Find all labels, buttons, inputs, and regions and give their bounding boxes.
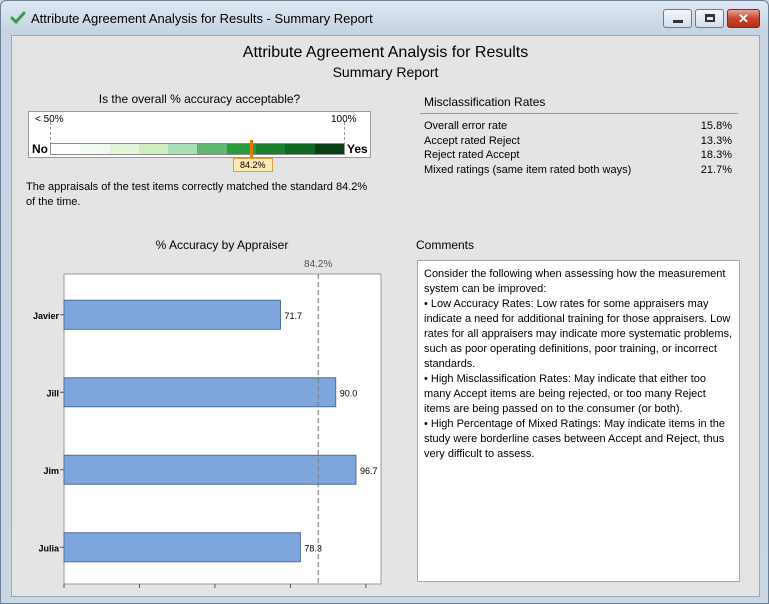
comment-paragraph: Consider the following when assessing ho… xyxy=(424,268,726,295)
maximize-icon xyxy=(705,14,715,22)
bar xyxy=(63,454,357,485)
bar-value-label: 78.3 xyxy=(304,543,322,553)
scale-low-label: < 50% xyxy=(35,114,64,125)
close-icon: ✕ xyxy=(738,11,749,26)
misclassification-row: Overall error rate 15.8% xyxy=(424,120,732,134)
reference-line-label: 84.2% xyxy=(304,259,332,270)
gauge-segment xyxy=(226,144,257,154)
gauge-left-tick xyxy=(50,122,51,155)
misclassification-row: Accept rated Reject 13.3% xyxy=(424,135,732,149)
minimize-button[interactable] xyxy=(663,9,692,28)
misclassification-label: Overall error rate xyxy=(424,120,508,132)
accuracy-marker xyxy=(250,140,254,157)
misclassification-value: 15.8% xyxy=(700,120,732,132)
bar-value-label: 90.0 xyxy=(340,388,358,398)
maximize-button[interactable] xyxy=(695,9,724,28)
no-label: No xyxy=(32,142,48,156)
misclassification-row: Mixed ratings (same item rated both ways… xyxy=(424,164,732,178)
bar-value-label: 71.7 xyxy=(284,311,302,321)
gauge-right-tick xyxy=(344,122,345,155)
gauge-segment xyxy=(256,144,286,154)
bar xyxy=(63,299,281,330)
comments-box: Consider the following when assessing ho… xyxy=(417,260,740,582)
bar xyxy=(63,532,301,563)
comment-paragraph: • High Misclassification Rates: May indi… xyxy=(424,373,707,415)
comments-heading: Comments xyxy=(416,238,475,252)
misclassification-heading: Misclassification Rates xyxy=(424,95,546,109)
misclassification-label: Accept rated Reject xyxy=(424,135,520,147)
gauge-segment xyxy=(138,144,169,154)
comment-paragraph: • High Percentage of Mixed Ratings: May … xyxy=(424,418,725,460)
report-pane: Attribute Agreement Analysis for Results… xyxy=(11,35,760,597)
gauge-segment xyxy=(197,144,227,154)
category-label: Julia xyxy=(38,543,60,553)
misclassification-row: Reject rated Accept 18.3% xyxy=(424,149,732,163)
misclassification-label: Mixed ratings (same item rated both ways… xyxy=(424,164,632,176)
bar-value-label: 96.7 xyxy=(360,466,378,476)
misclassification-value: 18.3% xyxy=(700,149,732,161)
gauge-segment xyxy=(168,144,198,154)
report-subtitle: Summary Report xyxy=(332,64,439,80)
misclassification-value: 13.3% xyxy=(700,135,732,147)
checkmark-icon xyxy=(10,11,26,25)
gauge-segment xyxy=(285,144,315,154)
accuracy-question: Is the overall % accuracy acceptable? xyxy=(98,92,301,106)
gauge-segment xyxy=(314,144,344,154)
category-label: Jim xyxy=(43,466,59,476)
misclassification-divider xyxy=(420,113,738,114)
accuracy-description: The appraisals of the test items correct… xyxy=(26,181,368,208)
misclassification-value: 21.7% xyxy=(700,164,732,176)
accuracy-bar-chart: 71.7Javier90.0Jill96.7Jim78.3Julia84.2%0… xyxy=(33,259,382,588)
chart-title: % Accuracy by Appraiser xyxy=(155,238,289,252)
yes-label: Yes xyxy=(347,142,368,156)
misclassification-label: Reject rated Accept xyxy=(424,149,520,161)
close-button[interactable]: ✕ xyxy=(727,9,760,28)
gauge-segment xyxy=(51,144,81,154)
gauge-segment xyxy=(80,144,110,154)
report-title: Attribute Agreement Analysis for Results xyxy=(242,44,529,61)
category-label: Javier xyxy=(33,311,60,321)
scale-high-label: 100% xyxy=(331,114,357,125)
category-label: Jill xyxy=(46,388,59,398)
window-title: Attribute Agreement Analysis for Results… xyxy=(31,11,373,26)
gauge-bar xyxy=(50,143,345,155)
gauge-segment xyxy=(109,144,139,154)
bar xyxy=(63,377,337,408)
title-bar[interactable]: Attribute Agreement Analysis for Results… xyxy=(1,1,768,35)
accuracy-value-label: 84.2% xyxy=(232,158,273,172)
comment-paragraph: • Low Accuracy Rates: Low rates for some… xyxy=(424,298,733,370)
minimize-icon xyxy=(673,20,683,23)
